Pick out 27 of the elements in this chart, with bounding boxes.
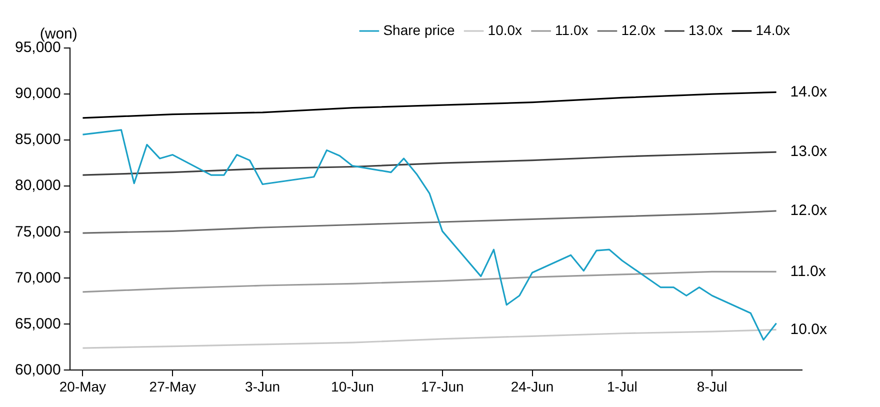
- y-axis-title: (won): [40, 26, 78, 43]
- legend-label: Share price: [383, 22, 456, 38]
- y-tick-label: 65,000: [14, 315, 61, 332]
- legend-label: 10.0x: [488, 22, 522, 38]
- x-tick-label: 20-May: [59, 378, 106, 394]
- y-tick-label: 90,000: [14, 85, 61, 102]
- legend-label: 12.0x: [621, 22, 656, 38]
- annotation: 13.0x: [790, 143, 828, 160]
- y-tick-label: 70,000: [14, 269, 61, 286]
- x-tick-label: 3-Jun: [245, 378, 280, 394]
- y-tick-label: 60,000: [14, 361, 61, 378]
- x-tick-label: 10-Jun: [331, 378, 374, 394]
- annotation: 14.0x: [790, 83, 828, 100]
- x-tick-label: 1-Jul: [607, 378, 638, 394]
- x-tick-label: 24-Jun: [510, 378, 554, 394]
- legend-label: 13.0x: [688, 22, 723, 38]
- x-tick-label: 17-Jun: [420, 378, 464, 394]
- annotation: 10.0x: [790, 320, 828, 338]
- annotation: 12.0x: [790, 202, 828, 220]
- legend-label: 14.0x: [756, 22, 790, 38]
- y-tick-label: 75,000: [14, 223, 61, 240]
- annotation: 11.0x: [790, 262, 826, 280]
- x-tick-label: 8-Jul: [696, 378, 728, 394]
- y-tick-label: 80,000: [14, 177, 61, 194]
- x-tick-label: 27-May: [149, 378, 196, 394]
- y-tick-label: 85,000: [14, 131, 61, 148]
- legend-label: 11.0x: [555, 22, 588, 38]
